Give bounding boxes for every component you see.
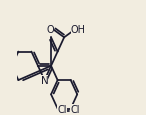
Text: O: O bbox=[46, 25, 54, 35]
Text: Cl: Cl bbox=[70, 104, 80, 114]
Text: N: N bbox=[41, 75, 48, 85]
Text: Cl: Cl bbox=[57, 104, 67, 114]
Text: OH: OH bbox=[71, 25, 86, 35]
